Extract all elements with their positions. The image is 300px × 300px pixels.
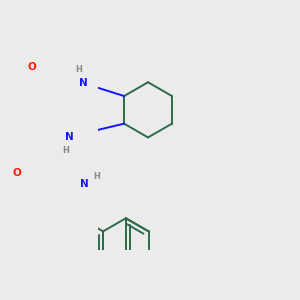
Text: H: H bbox=[62, 146, 69, 155]
Text: N: N bbox=[65, 132, 74, 142]
Text: O: O bbox=[27, 62, 36, 72]
Text: H: H bbox=[76, 65, 82, 74]
Text: O: O bbox=[13, 168, 22, 178]
Text: N: N bbox=[80, 178, 88, 188]
Text: H: H bbox=[93, 172, 100, 181]
Text: N: N bbox=[79, 78, 87, 88]
